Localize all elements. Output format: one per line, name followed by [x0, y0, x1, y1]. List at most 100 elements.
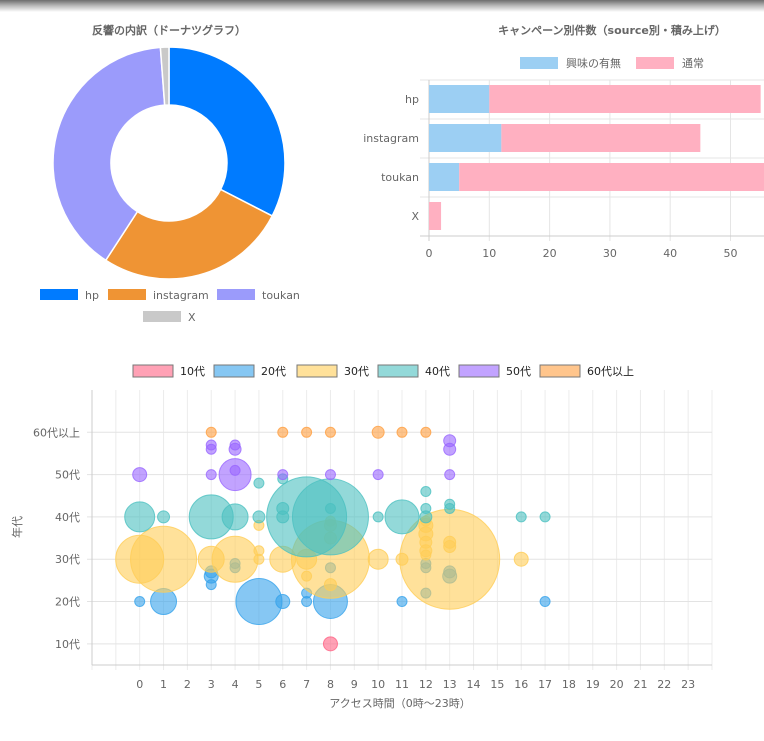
legend-swatch [40, 289, 78, 300]
bubble-30代[interactable] [323, 578, 337, 592]
bubble-x-tick: 1 [160, 678, 167, 691]
bubble-20代[interactable] [235, 578, 283, 626]
bubble-50代[interactable] [205, 469, 217, 481]
bubble-10代[interactable] [322, 636, 338, 652]
bubble-legend-item[interactable]: 60代以上 [539, 364, 634, 378]
legend-item-instagram[interactable]: instagram [108, 289, 209, 302]
donut-slice-instagram[interactable] [104, 188, 274, 280]
legend-label: 20代 [261, 365, 286, 378]
bubble-40代[interactable] [157, 510, 171, 524]
bubble-30代[interactable] [130, 525, 198, 593]
stacked-bar-chart: 0 10 20 30 40 50 hp instagram toukan X 興味の有無 通常 [363, 56, 764, 260]
bubble-legend-item[interactable]: 40代 [377, 364, 450, 378]
legend-swatch [143, 311, 181, 322]
bubble-40代[interactable] [324, 502, 336, 514]
legend-item-toukan[interactable]: toukan [217, 289, 300, 302]
bubble-60代以上[interactable] [301, 426, 313, 438]
legend-item-hp[interactable]: hp [40, 289, 99, 302]
bar-X-通常[interactable] [429, 202, 442, 230]
donut-slice-toukan[interactable] [52, 46, 166, 262]
bubble-60代以上[interactable] [205, 426, 217, 438]
legend-swatch [520, 57, 558, 69]
bubble-40代[interactable] [539, 511, 551, 523]
bubble-40代[interactable] [420, 486, 432, 498]
donut-chart: hp instagram toukan X [40, 46, 300, 324]
bubble-40代[interactable] [221, 503, 249, 531]
bubble-20代[interactable] [539, 596, 551, 608]
bubble-50代[interactable] [443, 442, 457, 456]
legend-label: 10代 [180, 365, 205, 378]
bubble-40代[interactable] [291, 478, 369, 556]
bubble-40代[interactable] [124, 501, 156, 533]
bar-legend-item[interactable]: 興味の有無 [520, 56, 621, 70]
bubble-20代[interactable] [301, 596, 313, 608]
bubble-40代[interactable] [253, 477, 265, 489]
bubble-20代[interactable] [205, 579, 217, 591]
bubble-legend-item[interactable]: 50代 [458, 364, 531, 378]
bubble-60代以上[interactable] [371, 425, 385, 439]
bubble-30代[interactable] [253, 553, 265, 565]
bubble-50代[interactable] [228, 442, 242, 456]
legend-swatch [108, 289, 146, 300]
bubble-30代[interactable] [367, 548, 389, 570]
bubble-30代[interactable] [513, 551, 529, 567]
bubble-x-tick: 21 [633, 678, 647, 691]
bubble-50代[interactable] [218, 458, 252, 492]
bubble-20代[interactable] [396, 596, 408, 608]
bubble-50代[interactable] [372, 469, 384, 481]
bubble-20代[interactable] [275, 594, 291, 610]
bar-hp-通常[interactable] [489, 85, 761, 113]
bubble-60代以上[interactable] [324, 426, 336, 438]
bar-x-tick: 0 [426, 247, 433, 260]
bubble-x-tick: 5 [255, 678, 262, 691]
bar-x-tick: 20 [543, 247, 557, 260]
legend-swatch [636, 57, 674, 69]
bubble-30代[interactable] [211, 535, 259, 583]
bubble-50代[interactable] [277, 469, 289, 481]
donut-slice-hp[interactable] [168, 46, 286, 217]
bubble-40代[interactable] [444, 502, 456, 514]
bubble-x-tick: 17 [538, 678, 552, 691]
bubble-x-tick: 13 [443, 678, 457, 691]
bubble-40代[interactable] [515, 511, 527, 523]
bubble-legend-item[interactable]: 10代 [132, 364, 205, 378]
legend-label: 60代以上 [587, 365, 634, 378]
bubble-40代[interactable] [384, 499, 420, 535]
bubble-20代[interactable] [134, 596, 146, 608]
bubble-legend-item[interactable]: 30代 [296, 364, 369, 378]
donut-slice-X[interactable] [159, 46, 170, 106]
bubble-60代以上[interactable] [420, 426, 432, 438]
bubble-40代[interactable] [419, 510, 433, 524]
bar-toukan-興味の有無[interactable] [429, 163, 460, 191]
bubble-60代以上[interactable] [396, 426, 408, 438]
legend-swatch [132, 364, 174, 378]
bubble-x-tick: 4 [232, 678, 239, 691]
bubble-x-tick: 12 [419, 678, 433, 691]
bar-toukan-通常[interactable] [459, 163, 764, 191]
bubble-50代[interactable] [444, 469, 456, 481]
bar-instagram-興味の有無[interactable] [429, 124, 502, 152]
bubble-y-tick: 10代 [55, 638, 80, 651]
legend-label: X [188, 311, 196, 324]
bar-x-tick: 30 [603, 247, 617, 260]
legend-swatch [213, 364, 255, 378]
bubble-y-tick: 50代 [55, 469, 80, 482]
bubble-x-tick: 18 [562, 678, 576, 691]
bar-legend-item[interactable]: 通常 [636, 57, 704, 70]
bar-instagram-通常[interactable] [501, 124, 701, 152]
legend-label: hp [85, 289, 99, 302]
bubble-30代[interactable] [443, 535, 457, 549]
legend-swatch [539, 364, 581, 378]
bubble-40代[interactable] [252, 510, 266, 524]
bubble-40代[interactable] [372, 511, 384, 523]
bar-hp-興味の有無[interactable] [429, 85, 490, 113]
donut-title: 反響の内訳（ドーナツグラフ） [92, 23, 246, 37]
bubble-legend-item[interactable]: 20代 [213, 364, 286, 378]
bubble-50代[interactable] [205, 443, 217, 455]
bubble-x-tick: 11 [395, 678, 409, 691]
legend-label: toukan [262, 289, 300, 302]
bubble-50代[interactable] [324, 469, 336, 481]
legend-item-X[interactable]: X [143, 311, 196, 324]
bubble-60代以上[interactable] [277, 426, 289, 438]
bubble-50代[interactable] [132, 467, 148, 483]
